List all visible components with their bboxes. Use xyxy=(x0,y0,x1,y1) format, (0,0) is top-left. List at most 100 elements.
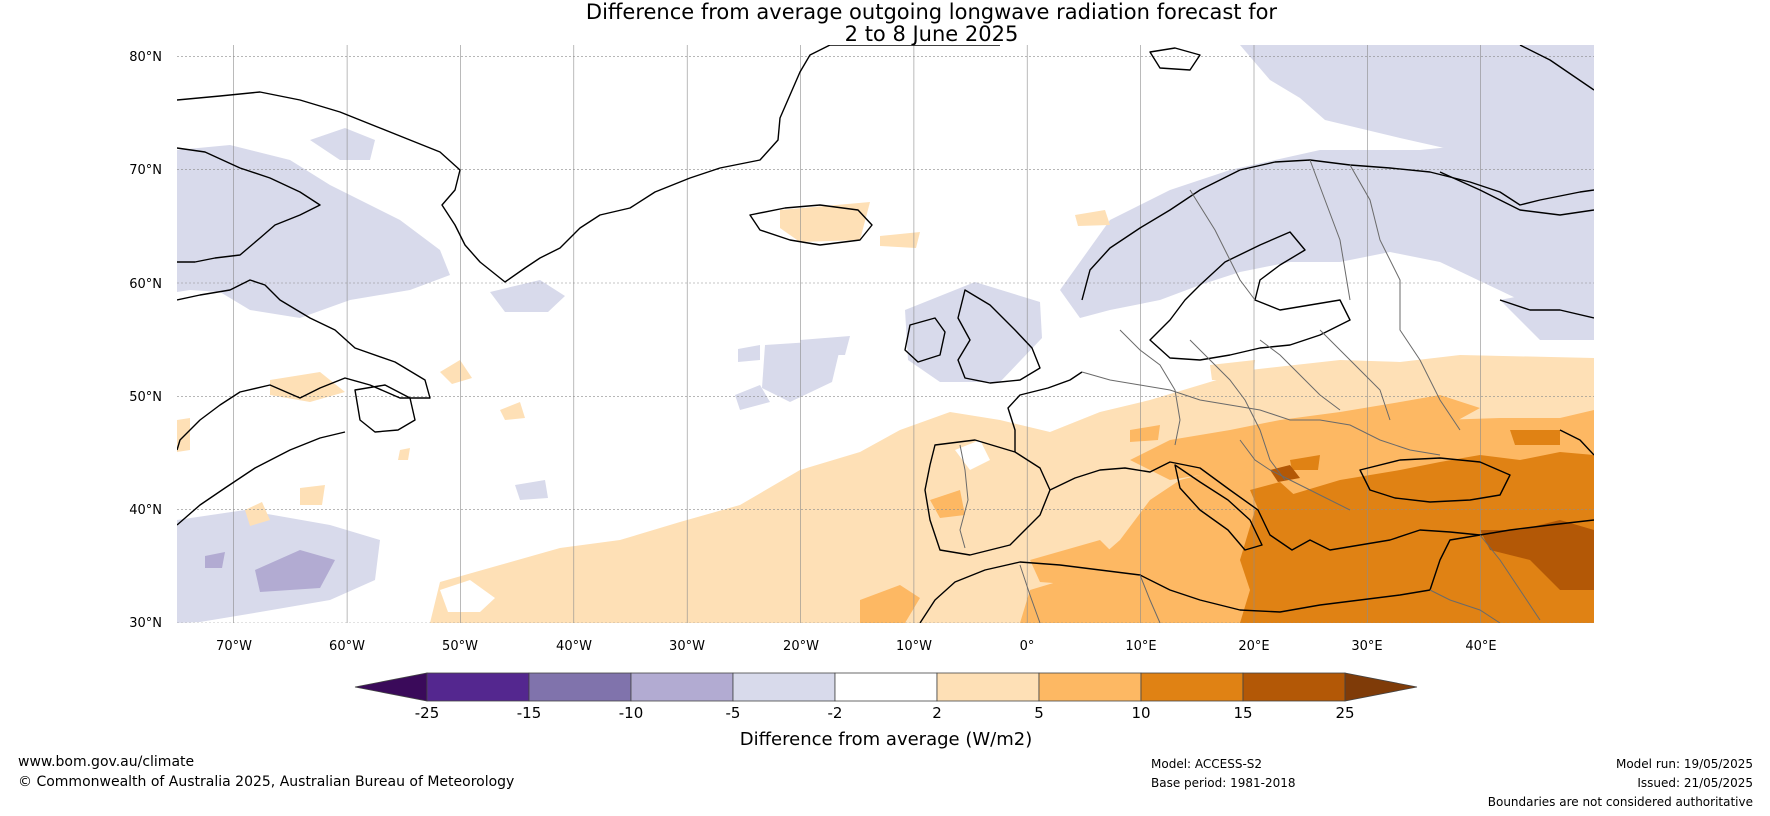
coastline-italy xyxy=(1174,464,1263,551)
coastline-britain xyxy=(957,289,1041,384)
border-middle-east xyxy=(1429,589,1501,623)
longitude-labels: 70°W 60°W 50°W 40°W 30°W 20°W 10°W 0° 10… xyxy=(216,639,1497,654)
lon-tick-label: 10°E xyxy=(1125,639,1156,654)
border-north-africa xyxy=(1019,564,1041,623)
lon-tick-label: 30°E xyxy=(1351,639,1382,654)
coastline-middle-east xyxy=(1429,534,1481,591)
coastline-newfoundland xyxy=(354,384,416,433)
coastlines xyxy=(177,45,1594,623)
border-balkans xyxy=(1239,439,1351,511)
colorbar-segment xyxy=(936,672,1040,702)
strong-positive-areas xyxy=(1240,430,1594,623)
border-finland xyxy=(1309,159,1351,301)
coastline-scandinavia xyxy=(1081,159,1594,301)
colorbar-tick-label: -5 xyxy=(726,704,741,722)
colorbar-tick-label: -2 xyxy=(828,704,843,722)
anomaly-patch-small-13 xyxy=(1290,455,1320,470)
border-central-europe-4 xyxy=(1259,339,1341,411)
lon-tick-label: 40°E xyxy=(1465,639,1496,654)
colorbar-tick-label: -10 xyxy=(619,704,644,722)
anomaly-patch-baffin xyxy=(310,128,375,160)
meridians xyxy=(233,45,1481,623)
border-central-europe-2 xyxy=(1119,329,1181,446)
anomaly-patch-labrador xyxy=(177,145,450,318)
colorbar-arrow-left xyxy=(354,672,428,702)
base-period-text: Base period: 1981-2018 xyxy=(1151,776,1296,790)
anomaly-patch-mid-atlantic-2 xyxy=(800,336,850,355)
colorbar-segment xyxy=(732,672,836,702)
colorbar-tick-label: 15 xyxy=(1233,704,1252,722)
anomaly-patch-small-11 xyxy=(398,448,410,460)
coastline-novaya-zemlya xyxy=(1519,45,1594,91)
colorbar-arrow-right xyxy=(1344,672,1418,702)
anomaly-patch-newfoundland xyxy=(270,372,345,402)
map-title: Difference from average outgoing longwav… xyxy=(585,0,1278,24)
coastline-labrador xyxy=(177,279,431,451)
lat-tick-label: 30°N xyxy=(129,616,162,631)
anomaly-patch-small-2 xyxy=(738,345,760,362)
lat-tick-label: 50°N xyxy=(129,390,162,405)
anomaly-patch-small-4 xyxy=(880,232,920,248)
copyright-text: © Commonwealth of Australia 2025, Austra… xyxy=(18,774,515,790)
anomaly-patch-arctic xyxy=(1240,45,1594,165)
anomaly-patch-algeria xyxy=(1030,540,1120,585)
border-north-africa-2 xyxy=(1139,574,1161,623)
anomaly-patch-small-14 xyxy=(1510,430,1560,445)
disclaimer-text: Boundaries are not considered authoritat… xyxy=(1487,795,1753,809)
coastline-caspian xyxy=(1559,429,1594,456)
border-central-europe-1 xyxy=(1081,371,1441,456)
border-middle-east-2 xyxy=(1479,534,1541,621)
colorbar-tick-label: -15 xyxy=(517,704,542,722)
anomaly-patch-small-10 xyxy=(1210,360,1255,380)
lon-tick-label: 50°W xyxy=(442,639,478,654)
coastline-mediterranean-north xyxy=(1049,461,1594,551)
anomaly-patch-northatlantic xyxy=(490,280,565,312)
anomaly-patch-balkans xyxy=(1130,395,1480,480)
anomaly-patch-greenland xyxy=(440,360,472,384)
colorbar-segment xyxy=(426,672,530,702)
coastline-baltic xyxy=(1149,231,1351,361)
model-run-text: Model run: 19/05/2025 xyxy=(1615,757,1753,771)
national-borders xyxy=(959,159,1541,623)
colorbar-segment xyxy=(834,672,938,702)
map-area: 80°N 70°N 60°N 50°N 40°N 30°N 70°W 60°W … xyxy=(129,45,1594,654)
border-central-europe-3 xyxy=(1189,339,1286,481)
lon-tick-label: 40°W xyxy=(556,639,592,654)
anomaly-patch-russia-north xyxy=(1260,355,1594,385)
anomaly-patch-small-1 xyxy=(735,385,770,410)
neutral-hole xyxy=(440,580,495,612)
anomaly-patch-small-5 xyxy=(1075,210,1110,226)
model-text: Model: ACCESS-S2 xyxy=(1151,757,1263,771)
parallels xyxy=(177,55,1594,623)
latitude-labels: 80°N 70°N 60°N 50°N 40°N 30°N xyxy=(129,50,162,631)
colorbar-segment xyxy=(1140,672,1244,702)
graticule xyxy=(177,45,1594,623)
anomaly-patch-british-isles xyxy=(905,282,1042,382)
lat-tick-label: 70°N xyxy=(129,163,162,178)
anomaly-patch-iberia xyxy=(930,490,965,518)
border-central-europe-5 xyxy=(1319,329,1391,421)
anomaly-patch-small-3 xyxy=(515,480,548,500)
lon-tick-label: 20°W xyxy=(783,639,819,654)
website-link[interactable]: www.bom.gov.au/climate xyxy=(18,754,195,770)
lat-tick-label: 40°N xyxy=(129,503,162,518)
anomaly-patch-small-7 xyxy=(300,485,325,505)
coastline-kola xyxy=(1439,171,1594,216)
coastline-nova-scotia xyxy=(177,431,346,526)
colorbar-tick-labels: -25 -15 -10 -5 -2 2 5 10 15 25 xyxy=(415,704,1355,722)
colorbar-tick-label: 25 xyxy=(1335,704,1354,722)
colorbar-segment xyxy=(630,672,734,702)
coastline-france-west xyxy=(1007,371,1083,452)
coastline-ireland xyxy=(904,317,946,363)
strong-negative-patch xyxy=(255,550,335,592)
anomaly-patch-mid-atlantic xyxy=(762,340,842,402)
lat-tick-label: 80°N xyxy=(129,50,162,65)
colorbar-segment xyxy=(528,672,632,702)
colorbar-segment xyxy=(1242,672,1346,702)
coastline-iceland xyxy=(749,204,873,246)
lon-tick-label: 30°W xyxy=(669,639,705,654)
lon-tick-label: 20°E xyxy=(1238,639,1269,654)
coastline-russia-north xyxy=(1499,299,1594,319)
border-iberia xyxy=(959,444,969,549)
